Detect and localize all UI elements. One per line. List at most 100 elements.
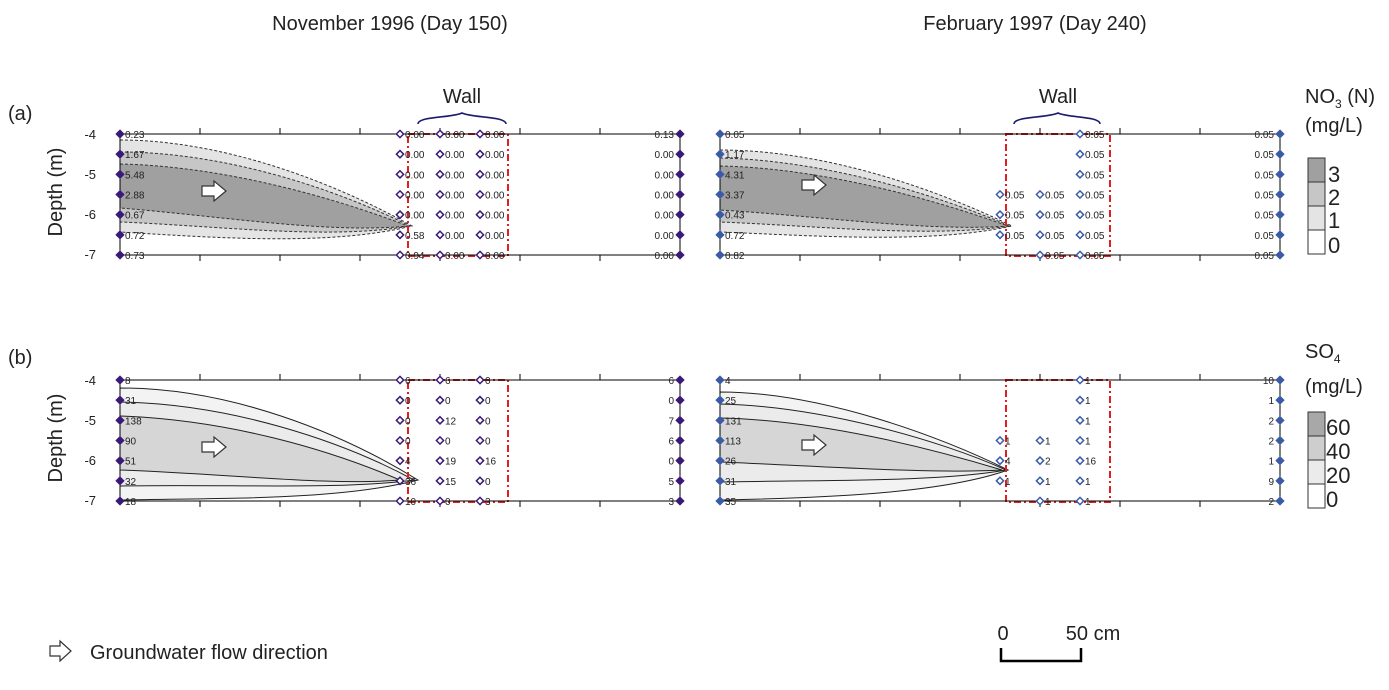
- sample-value-label: 3: [485, 497, 491, 508]
- legend-so4: SO4 (mg/L) 60 40 20 0: [1305, 341, 1363, 512]
- sample-value-label: 0.43: [725, 211, 745, 222]
- panel-feb97-so4: 4 25 131 113 26 31 35 1 4 1 1 2 1 1 1 1 1 1 16 1 1 10 1 2 2 1 9 2: [715, 374, 1285, 508]
- sample-marker: [1075, 149, 1085, 159]
- sample-value-label: 131: [725, 416, 742, 427]
- legend-no3: NO3 (N) (mg/L) 3 2 1 0: [1305, 86, 1375, 258]
- wall-box: [407, 379, 509, 503]
- sample-value-label: 0.05: [1005, 231, 1025, 242]
- sample-value-label: 0.05: [1255, 130, 1275, 141]
- flow-legend-label: Groundwater flow direction: [90, 642, 328, 664]
- sample-value-label: 0.05: [1005, 191, 1025, 202]
- legend-swatch: [1307, 459, 1326, 485]
- sample-value-label: 0.00: [445, 191, 465, 202]
- sample-marker: [715, 230, 725, 240]
- sample-marker: [115, 395, 125, 405]
- legend-so4-title: SO4: [1305, 341, 1341, 366]
- sample-value-label: 0: [405, 396, 411, 407]
- sample-value-label: 12: [445, 416, 457, 427]
- legend-no3-units: (mg/L): [1305, 115, 1363, 137]
- sample-marker: [1275, 415, 1285, 425]
- sample-value-label: 0.05: [1085, 130, 1105, 141]
- sample-value-label: 0: [668, 457, 674, 468]
- sample-value-label: 0.72: [125, 231, 145, 242]
- sample-value-label: 1: [1085, 376, 1091, 387]
- sample-value-label: 0.05: [1085, 191, 1105, 202]
- sample-marker: [1035, 230, 1045, 240]
- legend-swatch: [1307, 181, 1326, 207]
- sample-value-label: 16: [485, 457, 497, 468]
- legend-level: 0: [1326, 487, 1338, 512]
- sample-value-label: 0.00: [655, 251, 675, 262]
- sample-value-label: 35: [725, 497, 737, 508]
- sample-value-label: 2: [1268, 437, 1274, 448]
- sample-marker: [435, 129, 445, 139]
- sample-marker: [115, 189, 125, 200]
- sample-marker: [475, 149, 485, 159]
- sample-value-label: 32: [125, 477, 137, 488]
- sample-marker: [1275, 395, 1285, 405]
- legend-level: 0: [1328, 233, 1340, 258]
- sample-value-label: 1: [1268, 457, 1274, 468]
- sample-value-label: 4.31: [725, 170, 745, 181]
- ytick-label: -4: [84, 127, 96, 142]
- sample-marker: [395, 415, 405, 425]
- sample-marker: [715, 149, 725, 159]
- sample-value-label: 0.00: [655, 150, 675, 161]
- sample-value-label: 0.00: [445, 150, 465, 161]
- sample-marker: [395, 129, 405, 139]
- sample-marker: [995, 189, 1005, 200]
- sample-value-label: 4: [405, 457, 411, 468]
- sample-value-label: 0.00: [655, 170, 675, 181]
- sample-value-label: 6: [445, 376, 451, 387]
- yticks-b: -4 -5 -6 -7: [84, 373, 96, 508]
- sample-value-label: 1.17: [725, 150, 745, 161]
- sample-marker: [395, 496, 405, 506]
- sample-marker: [1275, 456, 1285, 466]
- legend-swatch: [1307, 205, 1326, 231]
- sample-value-label: 1: [1045, 497, 1051, 508]
- sample-value-label: 31: [125, 396, 137, 407]
- sample-marker: [1035, 210, 1045, 220]
- sample-marker: [475, 435, 485, 446]
- wall-brace: [417, 112, 507, 125]
- sample-value-label: 6: [668, 437, 674, 448]
- sample-marker: [715, 129, 725, 139]
- sample-value-label: 0.05: [1255, 150, 1275, 161]
- sample-value-label: 5: [668, 477, 674, 488]
- sample-marker: [115, 230, 125, 240]
- sample-value-label: 0.05: [1085, 170, 1105, 181]
- sample-marker: [675, 230, 685, 240]
- sample-marker: [435, 395, 445, 405]
- sample-marker: [715, 435, 725, 446]
- sample-marker: [1075, 415, 1085, 425]
- sample-value-label: 0.00: [655, 191, 675, 202]
- sample-value-label: 0.05: [1045, 231, 1065, 242]
- sample-value-label: 2: [1268, 416, 1274, 427]
- sample-value-label: 1: [1085, 416, 1091, 427]
- sample-value-label: 3: [668, 497, 674, 508]
- sample-value-label: 0: [445, 396, 451, 407]
- sample-value-label: 25: [725, 396, 737, 407]
- sample-value-label: 113: [725, 437, 741, 448]
- sample-value-label: 0: [485, 477, 491, 488]
- flow-arrow: [201, 435, 227, 459]
- sample-value-label: 3.37: [725, 191, 745, 202]
- sample-value-label: 1: [1085, 396, 1091, 407]
- sample-marker: [675, 189, 685, 200]
- legend-level: 1: [1328, 208, 1340, 233]
- sample-value-label: 0: [485, 416, 491, 427]
- sample-value-label: 1: [1268, 396, 1274, 407]
- sample-marker: [1075, 189, 1085, 200]
- sample-value-label: 2: [1045, 457, 1051, 468]
- sample-value-label: 1: [1085, 497, 1091, 508]
- sample-value-label: 0.05: [1085, 231, 1105, 242]
- sample-marker: [1075, 435, 1085, 446]
- wall-label: Wall: [443, 86, 481, 108]
- panel-nov96-no3: Wall 0.23 1.67 5.48 2.88 0.67 0.72 0.73 0.00 0.0…: [115, 86, 685, 262]
- sample-marker: [395, 456, 405, 466]
- scale-bar: 0 50 cm: [997, 623, 1120, 663]
- sample-value-label: 0.05: [1085, 251, 1105, 262]
- sample-marker: [1075, 375, 1085, 385]
- sample-value-label: 18: [125, 497, 137, 508]
- sample-value-label: 0.82: [725, 251, 745, 262]
